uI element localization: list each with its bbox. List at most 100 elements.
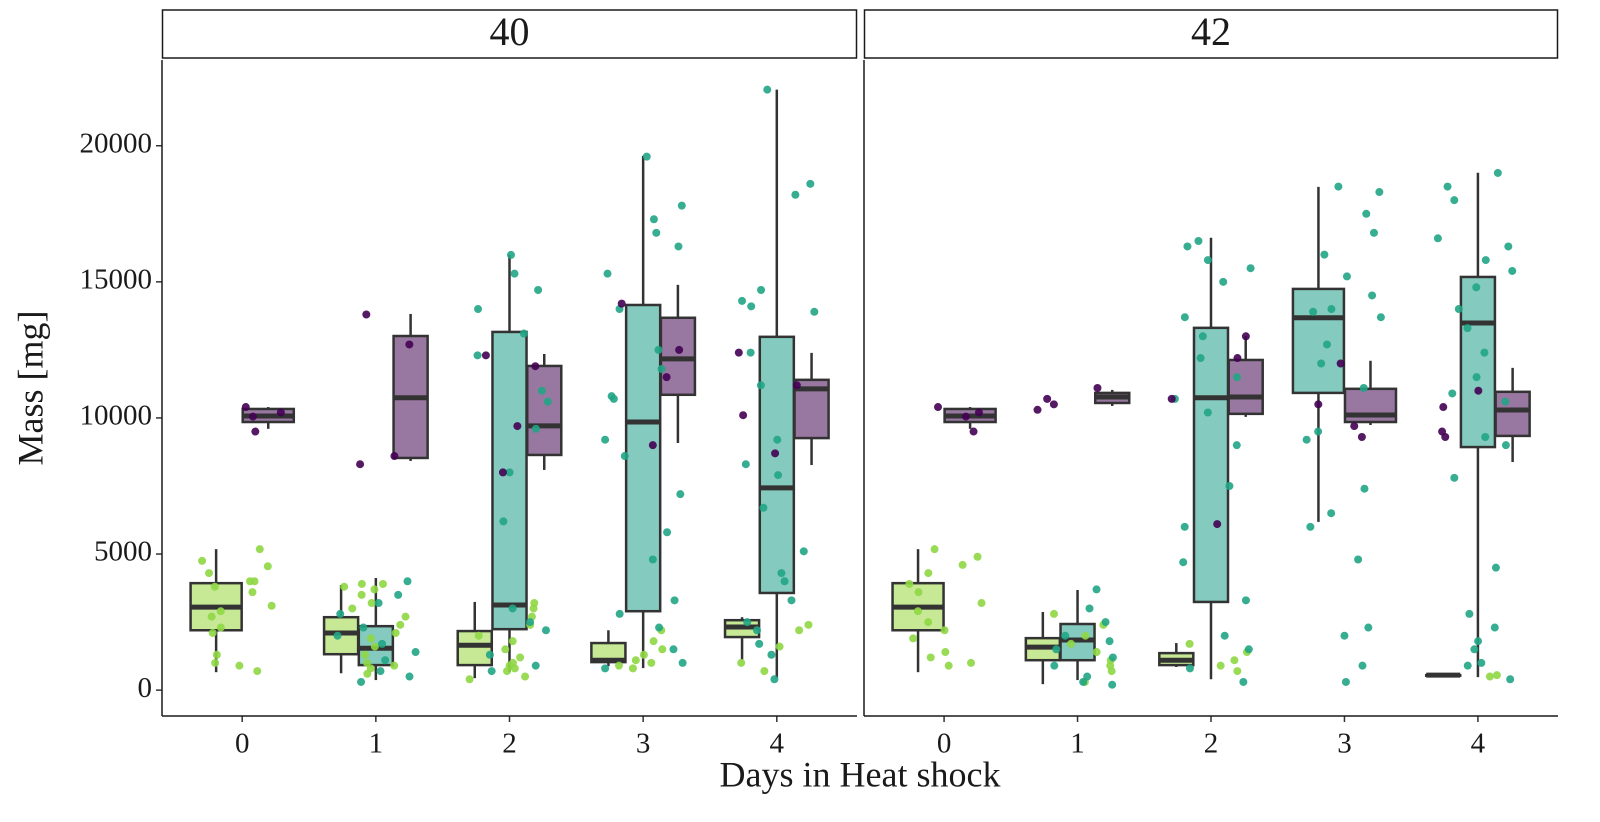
x-tick-label: 1 [369, 728, 384, 760]
point [401, 612, 410, 621]
point [940, 626, 949, 635]
point [367, 599, 376, 608]
point [357, 677, 366, 686]
point [1463, 661, 1472, 670]
point [1360, 484, 1369, 493]
point [1362, 209, 1371, 218]
point [741, 460, 750, 469]
point [366, 634, 375, 643]
point [521, 672, 530, 681]
point [1213, 520, 1222, 529]
point [914, 588, 923, 597]
point [930, 545, 939, 554]
point [746, 348, 755, 357]
point [631, 656, 640, 665]
point [924, 618, 933, 627]
point [1198, 332, 1207, 341]
point [909, 634, 918, 643]
point [1359, 384, 1368, 392]
point [934, 403, 943, 412]
point [648, 555, 657, 564]
point [216, 607, 225, 616]
point [1480, 348, 1489, 357]
y-axis-title: Mass [mg] [10, 311, 50, 466]
point [255, 545, 264, 554]
point [411, 648, 420, 657]
point [806, 179, 815, 188]
point [336, 609, 345, 618]
point [248, 588, 257, 597]
point [1092, 585, 1101, 594]
point [1439, 403, 1448, 412]
point [1470, 645, 1479, 654]
point [763, 85, 772, 94]
box [659, 316, 697, 397]
point [601, 664, 610, 673]
box [1291, 287, 1346, 395]
point [263, 562, 272, 571]
point [648, 441, 657, 450]
point [1501, 441, 1510, 450]
point [1317, 359, 1326, 368]
point [1450, 196, 1459, 205]
point [676, 490, 685, 499]
point [537, 386, 546, 395]
point [767, 650, 776, 659]
x-tick-label: 4 [770, 728, 785, 760]
point [1050, 661, 1059, 670]
point [1454, 305, 1463, 314]
point [1092, 648, 1101, 657]
point [1474, 637, 1483, 646]
box [1192, 326, 1230, 604]
point [770, 675, 779, 684]
point [498, 468, 507, 477]
point [620, 452, 629, 461]
point [465, 675, 474, 684]
point [1314, 400, 1323, 409]
point [207, 612, 216, 621]
point [969, 427, 978, 436]
point [370, 642, 379, 651]
point [1336, 359, 1345, 368]
point [1334, 182, 1343, 191]
point [1477, 658, 1486, 667]
point [1066, 639, 1075, 648]
point [663, 528, 672, 537]
point [501, 645, 510, 654]
point [603, 269, 612, 278]
point [1225, 481, 1234, 490]
box [456, 629, 494, 667]
point [198, 556, 207, 565]
point [211, 658, 220, 667]
point [775, 642, 784, 651]
point [1342, 272, 1351, 281]
point [1474, 386, 1483, 395]
strip-title: 42 [1191, 9, 1231, 54]
x-tick-label: 3 [636, 728, 651, 760]
point [1358, 661, 1367, 670]
point [357, 590, 366, 599]
point [348, 604, 357, 613]
point [1216, 661, 1225, 670]
point [499, 517, 508, 526]
point [1233, 354, 1242, 363]
point [1302, 435, 1311, 444]
point [905, 579, 914, 588]
point [792, 381, 801, 390]
point [1219, 277, 1228, 286]
box [1494, 390, 1531, 438]
point [642, 152, 651, 161]
point [617, 299, 626, 308]
point [267, 601, 276, 610]
point [1354, 555, 1363, 564]
point [941, 648, 950, 657]
point [1350, 422, 1359, 431]
point [973, 552, 982, 561]
point [235, 661, 244, 670]
point [403, 577, 412, 586]
point [674, 242, 683, 251]
point [531, 661, 540, 670]
point [926, 653, 935, 662]
point [1441, 432, 1450, 441]
